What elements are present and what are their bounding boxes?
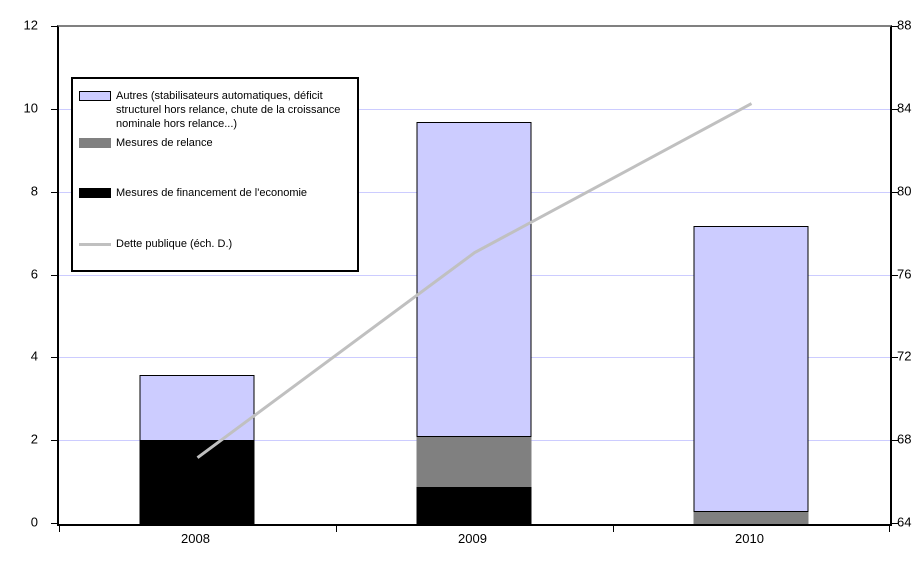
x-axis-labels: 2008 2009 2010 xyxy=(57,531,888,551)
x-axis-tick xyxy=(335,526,337,532)
legend-item-relance: Mesures de relance xyxy=(79,136,349,150)
right-axis-label: 80 xyxy=(897,183,912,199)
left-axis-label: 6 xyxy=(30,266,38,281)
x-axis-label: 2009 xyxy=(458,531,487,546)
right-axis-label: 88 xyxy=(897,17,912,33)
left-axis-label: 0 xyxy=(30,514,38,530)
financement-swatch-icon xyxy=(79,188,111,198)
stacked-bar-2010 xyxy=(693,225,809,524)
left-axis-tick xyxy=(51,108,57,110)
stacked-bar-2009 xyxy=(416,122,532,524)
category-slot xyxy=(613,27,890,524)
left-axis-label: 4 xyxy=(30,348,38,364)
legend-item-dette: Dette publique (éch. D.) xyxy=(79,237,349,251)
bar-segment xyxy=(139,441,255,524)
dette-line-swatch-icon xyxy=(79,243,111,246)
x-axis-tick xyxy=(612,526,614,532)
left-axis-tick xyxy=(51,523,57,524)
right-axis-label: 76 xyxy=(897,266,912,281)
legend-label-financement: Mesures de financement de l'economie xyxy=(116,187,308,199)
right-axis-label: 68 xyxy=(897,431,912,447)
left-axis-label: 2 xyxy=(30,431,38,447)
right-axis-tick xyxy=(892,523,898,524)
right-axis-tick xyxy=(892,440,898,442)
legend-item-financement: Mesures de financement de l'economie xyxy=(79,186,349,200)
legend-label-autres: Autres (stabilisateurs automatiques, déf… xyxy=(116,90,341,130)
right-axis-label: 84 xyxy=(897,100,912,116)
x-axis-label: 2010 xyxy=(735,531,764,546)
bar-segment xyxy=(416,122,532,438)
bar-segment xyxy=(416,486,532,524)
category-slot xyxy=(336,27,613,524)
right-axis-tick xyxy=(892,108,898,110)
right-axis: 64 68 72 76 80 84 88 xyxy=(897,19,916,529)
legend-label-relance: Mesures de relance xyxy=(116,137,213,149)
right-axis-tick xyxy=(892,274,898,276)
legend: Autres (stabilisateurs automatiques, déf… xyxy=(71,77,359,272)
left-axis-tick xyxy=(51,440,57,442)
legend-label-dette: Dette publique (éch. D.) xyxy=(116,238,233,250)
x-axis-tick xyxy=(889,526,890,532)
stacked-bar-2008 xyxy=(139,374,255,524)
relance-swatch-icon xyxy=(79,138,111,148)
right-axis-tick xyxy=(892,357,898,359)
right-axis-tick xyxy=(892,26,898,27)
autres-swatch-icon xyxy=(79,91,111,101)
plot-area: Autres (stabilisateurs automatiques, déf… xyxy=(51,25,898,532)
bar-segment xyxy=(139,374,255,442)
right-axis-tick xyxy=(892,191,898,193)
bar-segment xyxy=(693,225,809,512)
legend-item-autres: Autres (stabilisateurs automatiques, déf… xyxy=(79,89,349,131)
left-axis-tick xyxy=(51,191,57,193)
right-axis-label: 64 xyxy=(897,514,912,530)
left-axis-label: 10 xyxy=(23,100,38,116)
x-axis-label: 2008 xyxy=(181,531,210,546)
left-axis-tick xyxy=(51,26,57,27)
right-axis-label: 72 xyxy=(897,348,912,364)
left-axis-label: 8 xyxy=(30,183,38,199)
left-axis-tick xyxy=(51,357,57,359)
left-axis-label: 12 xyxy=(23,17,38,33)
bar-segment xyxy=(693,511,809,524)
bar-segment xyxy=(416,437,532,487)
left-axis: 0 2 4 6 8 10 12 xyxy=(0,19,48,529)
x-axis-tick xyxy=(59,526,60,532)
left-axis-tick xyxy=(51,274,57,276)
